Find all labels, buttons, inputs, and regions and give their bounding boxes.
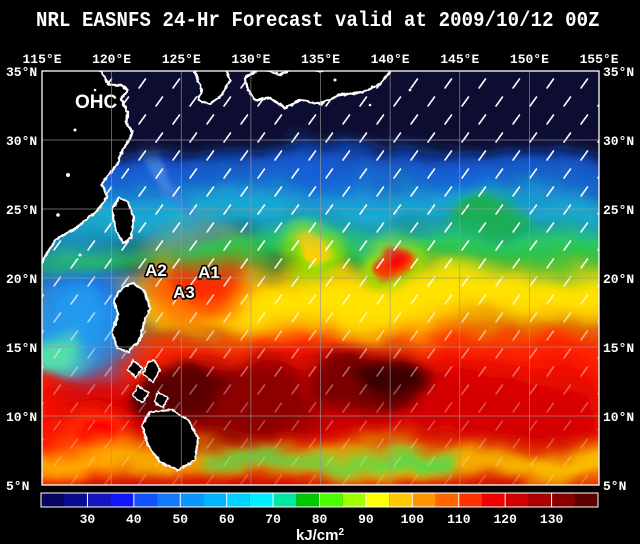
svg-text:50: 50	[172, 512, 188, 527]
svg-text:120°E: 120°E	[92, 52, 131, 67]
svg-text:30°N: 30°N	[603, 134, 634, 149]
svg-text:35°N: 35°N	[6, 65, 37, 80]
svg-text:60: 60	[219, 512, 235, 527]
svg-text:15°N: 15°N	[6, 341, 37, 356]
svg-text:A2: A2	[145, 261, 167, 280]
svg-text:145°E: 145°E	[440, 52, 479, 67]
svg-text:90: 90	[358, 512, 374, 527]
svg-text:110: 110	[447, 512, 471, 527]
svg-text:100: 100	[401, 512, 425, 527]
svg-text:20°N: 20°N	[6, 272, 37, 287]
svg-text:5°N: 5°N	[6, 479, 29, 494]
svg-text:A3: A3	[173, 283, 195, 302]
svg-text:15°N: 15°N	[603, 341, 634, 356]
svg-text:120: 120	[493, 512, 517, 527]
svg-text:10°N: 10°N	[6, 410, 37, 425]
svg-text:25°N: 25°N	[603, 203, 634, 218]
svg-text:30: 30	[80, 512, 96, 527]
svg-text:130: 130	[540, 512, 564, 527]
svg-text:70: 70	[265, 512, 281, 527]
svg-text:20°N: 20°N	[603, 272, 634, 287]
svg-text:OHC: OHC	[75, 92, 118, 113]
svg-text:5°N: 5°N	[603, 479, 626, 494]
svg-text:135°E: 135°E	[301, 52, 340, 67]
svg-text:35°N: 35°N	[603, 65, 634, 80]
svg-text:140°E: 140°E	[371, 52, 410, 67]
svg-text:130°E: 130°E	[231, 52, 270, 67]
svg-text:40: 40	[126, 512, 142, 527]
svg-text:kJ/cm2: kJ/cm2	[296, 527, 345, 544]
svg-text:125°E: 125°E	[162, 52, 201, 67]
svg-text:10°N: 10°N	[603, 410, 634, 425]
svg-text:150°E: 150°E	[510, 52, 549, 67]
svg-text:80: 80	[312, 512, 328, 527]
svg-text:A1: A1	[198, 263, 220, 282]
svg-text:30°N: 30°N	[6, 134, 37, 149]
svg-text:25°N: 25°N	[6, 203, 37, 218]
